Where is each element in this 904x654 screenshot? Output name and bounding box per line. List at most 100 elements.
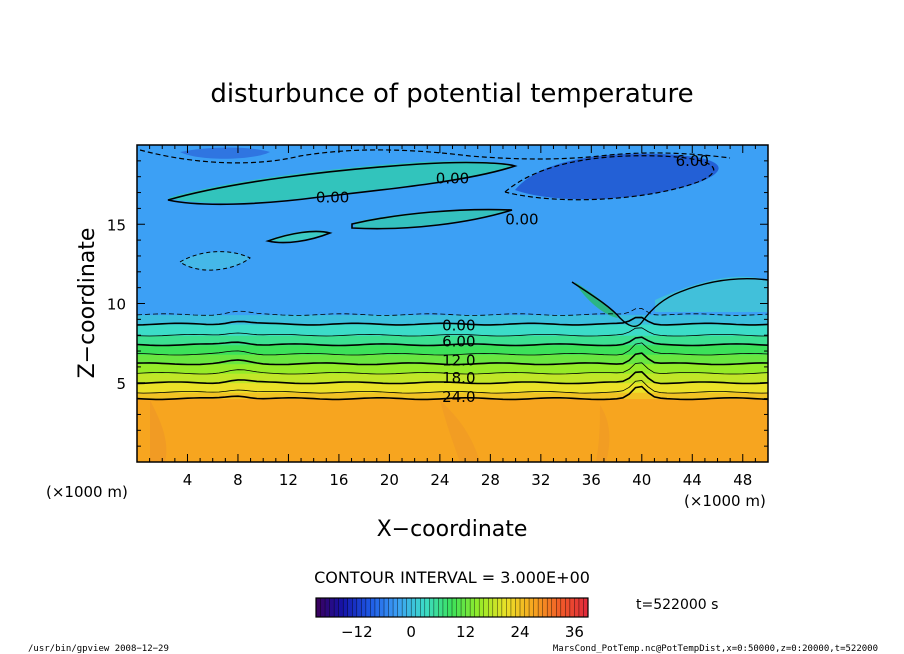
warm-patch-left — [180, 251, 250, 271]
band-0 — [137, 398, 768, 462]
x-tick-label: 48 — [733, 471, 752, 489]
colorbar-segment — [474, 598, 480, 617]
colorbar-segment — [565, 598, 571, 617]
warm-patch-right — [655, 276, 768, 312]
band-3 — [137, 373, 768, 384]
contour-label-text: 0.00 — [436, 169, 469, 187]
colorbar-segment — [492, 598, 498, 617]
contour-interval-label: CONTOUR INTERVAL = 3.000E+00 — [314, 568, 590, 587]
y-axis-ticks: 5 10 15 — [107, 144, 768, 463]
colorbar-segment — [574, 598, 580, 617]
orange-streak-1 — [150, 400, 167, 462]
colorbar-segment — [501, 598, 507, 617]
band-9 — [137, 314, 768, 325]
y-axis-label: Z−coordinate — [75, 228, 100, 379]
x-tick-label: 16 — [329, 471, 348, 489]
x-tick-label: 20 — [380, 471, 399, 489]
contour-line-9 — [137, 308, 768, 316]
time-label: t=522000 s — [636, 597, 718, 613]
upper-disturbance-features — [150, 147, 768, 462]
x-axis-unit-right: (×1000 m) — [684, 492, 766, 510]
contour-label-8: 24.0 — [442, 388, 475, 406]
colorbar-segment — [361, 598, 367, 617]
band-6 — [137, 344, 768, 355]
colorbar-segment — [551, 598, 557, 617]
colorbar-segment — [515, 598, 521, 617]
warm-streak-middle — [355, 209, 510, 229]
colorbar-segment — [438, 598, 444, 617]
colorbar-segment — [411, 598, 417, 617]
band-5 — [137, 354, 768, 365]
x-tick-label: 24 — [430, 471, 449, 489]
x-axis-unit-left: (×1000 m) — [46, 483, 128, 501]
colorbar-segment — [352, 598, 358, 617]
contour-upper-dashed-1 — [139, 149, 731, 164]
contour-line-6 — [137, 336, 768, 347]
colorbar-segment — [470, 598, 475, 617]
contour-line-3 — [137, 362, 768, 375]
colorbar-segment — [402, 598, 407, 617]
colorbar-segment — [316, 598, 321, 617]
colorbar-segment — [379, 598, 385, 617]
colorbar-segment — [406, 598, 412, 617]
colorbar-segment — [497, 598, 503, 617]
colorbar-ticks: −12 0 12 24 36 — [341, 623, 584, 641]
x-tick-label: 40 — [632, 471, 651, 489]
x-tick-label: 36 — [582, 471, 601, 489]
colorbar-segment — [452, 598, 457, 617]
colorbar-segment — [542, 598, 548, 617]
contour-upper-dashed-3 — [179, 251, 251, 271]
colorbar-segment — [461, 598, 466, 617]
contour-line-8 — [137, 316, 768, 326]
band-4 — [137, 363, 768, 374]
colorbar-segment — [524, 598, 530, 617]
y-tick-label: 15 — [107, 216, 126, 234]
colorbar-segment — [393, 598, 398, 617]
colorbar-segment — [325, 598, 330, 617]
colorbar-tick-label: 24 — [510, 623, 529, 641]
contour-line-7 — [137, 327, 768, 337]
contour-line-1 — [137, 380, 768, 394]
contour-label-text: 18.0 — [442, 369, 475, 387]
colorbar-segment — [569, 598, 575, 617]
contour-label-3: 6.00 — [676, 152, 709, 170]
y-tick-label: 10 — [107, 296, 126, 314]
contour-upper-3 — [265, 230, 333, 244]
footer-left: /usr/bin/gpview 2008−12−29 — [28, 644, 169, 654]
footer-right: MarsCond_PotTemp.nc@PotTempDist,x=0:5000… — [553, 644, 878, 654]
colorbar-tick-label: 0 — [406, 623, 416, 641]
colorbar-segment — [388, 598, 394, 617]
colorbar-segment — [479, 598, 485, 617]
contour-label-text: 0.00 — [505, 210, 538, 228]
contour-label-5: 6.00 — [442, 333, 475, 351]
colorbar-segment — [510, 598, 516, 617]
x-tick-label: 32 — [531, 471, 550, 489]
colorbar-segment — [578, 598, 584, 617]
colorbar-segment — [442, 598, 448, 617]
contour-label-4: 0.00 — [442, 317, 475, 335]
colorbar-segment — [384, 598, 389, 617]
contour-line-5 — [137, 342, 768, 356]
contour-label-0: 0.00 — [316, 188, 349, 206]
contour-line-0 — [137, 385, 768, 401]
x-axis-label: X−coordinate — [377, 517, 528, 542]
colorbar-segment — [556, 598, 562, 617]
x-tick-label: 4 — [183, 471, 193, 489]
contour-label-text: 0.00 — [316, 188, 349, 206]
orange-streak-3 — [596, 405, 610, 462]
warm-streak-left — [268, 230, 330, 242]
colorbar-segment — [533, 598, 539, 617]
colorbar-segment — [538, 598, 543, 617]
contour-label-text: 6.00 — [442, 333, 475, 351]
colorbar-segment — [456, 598, 462, 617]
warm-streak-upper — [168, 161, 515, 204]
contour-label-2: 0.00 — [505, 210, 538, 228]
cold-pocket-top-right — [515, 153, 719, 200]
contour-right-feature — [571, 278, 768, 328]
colorbar-segment — [415, 598, 421, 617]
colorbar-segment — [447, 598, 453, 617]
colorbar-segment — [483, 598, 489, 617]
colorbar-segment — [520, 598, 525, 617]
